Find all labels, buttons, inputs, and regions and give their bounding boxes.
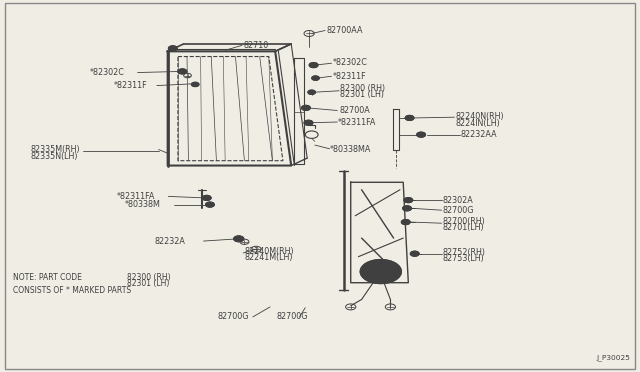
Text: *82302C: *82302C [90,68,124,77]
Circle shape [234,236,244,242]
Text: *80338MA: *80338MA [330,145,371,154]
Circle shape [403,206,412,211]
Text: *82311F: *82311F [114,81,148,90]
Text: 82700A: 82700A [339,106,370,115]
Circle shape [377,269,385,274]
Text: 82335M(RH): 82335M(RH) [31,145,81,154]
Circle shape [178,69,187,74]
Text: 82240N(RH): 82240N(RH) [456,112,504,121]
Text: *80338M: *80338M [125,200,161,209]
Text: *82311FA: *82311FA [117,192,156,201]
Text: *82302C: *82302C [333,58,367,67]
Circle shape [312,76,319,80]
Text: 82300 (RH): 82300 (RH) [340,84,386,93]
Text: *82311F: *82311F [333,72,367,81]
Text: 82241M(LH): 82241M(LH) [244,253,293,262]
Text: J_P30025: J_P30025 [596,355,630,361]
Circle shape [309,62,318,68]
Circle shape [304,120,313,125]
Text: 82301 (LH): 82301 (LH) [340,90,385,99]
Text: 82752(RH): 82752(RH) [443,248,486,257]
Text: 82232A: 82232A [155,237,186,246]
Text: 82700G: 82700G [443,206,474,215]
Circle shape [360,260,401,283]
Circle shape [168,46,177,51]
Circle shape [191,82,199,87]
Text: 8224lN(LH): 8224lN(LH) [456,119,500,128]
Circle shape [404,198,413,203]
Circle shape [401,219,410,225]
Text: 82700G: 82700G [218,312,249,321]
Text: 82700AA: 82700AA [326,26,363,35]
Text: CONSISTS OF * MARKED PARTS: CONSISTS OF * MARKED PARTS [13,286,131,295]
Circle shape [417,132,426,137]
Circle shape [301,105,310,110]
Text: 82240M(RH): 82240M(RH) [244,247,294,256]
Text: 82335N(LH): 82335N(LH) [31,152,78,161]
Text: 82700G: 82700G [276,312,308,321]
Text: 82300 (RH): 82300 (RH) [127,273,170,282]
Circle shape [205,202,214,207]
Circle shape [308,90,316,94]
Text: 82301 (LH): 82301 (LH) [127,279,169,288]
Text: 82701(LH): 82701(LH) [443,223,484,232]
Text: 82700(RH): 82700(RH) [443,217,486,226]
Text: 82710: 82710 [243,41,268,50]
Circle shape [405,115,414,121]
Circle shape [202,195,211,201]
Circle shape [410,251,419,256]
Text: 82753(LH): 82753(LH) [443,254,484,263]
Text: 82232AA: 82232AA [461,130,497,139]
Text: 82302A: 82302A [443,196,474,205]
Text: *82311FA: *82311FA [338,118,376,126]
Text: NOTE: PART CODE: NOTE: PART CODE [13,273,82,282]
